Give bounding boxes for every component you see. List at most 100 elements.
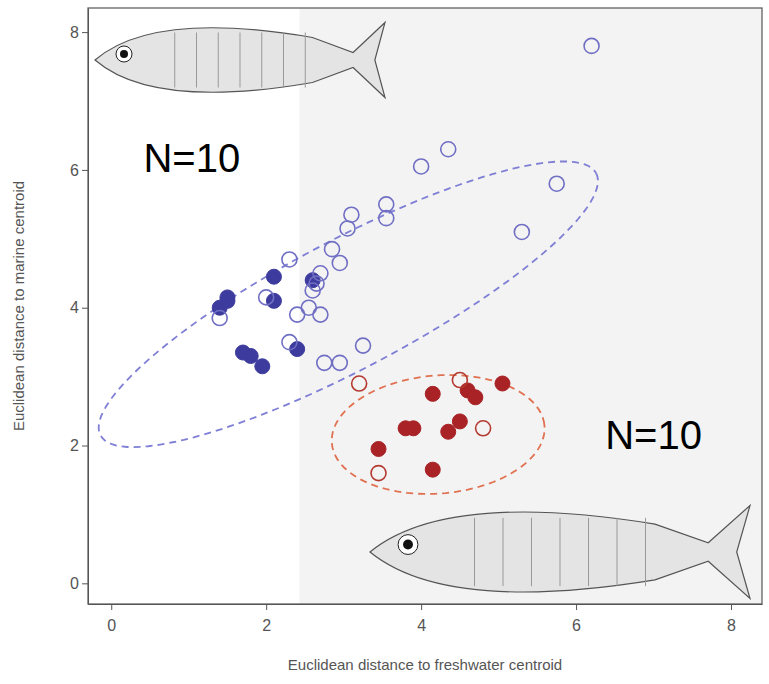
point	[495, 376, 510, 391]
tick-mark	[576, 604, 577, 610]
tick: 2	[262, 604, 271, 634]
tick: 6	[572, 604, 581, 634]
tick-label: 6	[572, 617, 581, 634]
tick-label: 2	[262, 617, 271, 634]
point	[352, 376, 367, 391]
point	[441, 424, 456, 439]
fish-stripe	[531, 518, 532, 586]
point	[266, 269, 281, 284]
point	[371, 441, 386, 456]
fish-stripe	[474, 518, 475, 586]
fish-stripe	[617, 518, 618, 586]
point	[313, 307, 328, 322]
tick-mark	[111, 604, 112, 610]
fish-body	[95, 23, 385, 98]
tick-label: 2	[70, 437, 79, 454]
fish-stripe	[261, 33, 262, 88]
fish-illustration	[95, 23, 385, 98]
tick: 2	[70, 437, 88, 454]
plot-area	[95, 8, 762, 604]
tick-mark	[82, 170, 88, 171]
axis-line	[88, 9, 89, 605]
tick-mark	[731, 604, 732, 610]
point	[259, 290, 274, 305]
fish-stripe	[560, 518, 561, 586]
point	[549, 176, 564, 191]
fish-stripe	[588, 518, 589, 586]
point	[255, 359, 270, 374]
tick: 8	[70, 24, 88, 41]
tick-mark	[421, 604, 422, 610]
x-axis: 0 2 4 6 8	[89, 604, 763, 634]
tick-mark	[82, 583, 88, 584]
tick: 6	[70, 162, 88, 179]
point	[414, 159, 429, 174]
point	[282, 335, 297, 350]
shaded-region	[299, 8, 762, 604]
tick-label: 8	[727, 617, 736, 634]
y-axis: 0 2 4 6 8	[70, 9, 88, 605]
tick-label: 8	[70, 24, 79, 41]
point	[340, 221, 355, 236]
point	[332, 255, 347, 270]
tick: 4	[70, 299, 88, 316]
fish-stripe	[305, 33, 306, 88]
point	[344, 207, 359, 222]
fish-stripe	[196, 33, 197, 88]
plot-frame	[88, 8, 762, 604]
fish-eye	[398, 535, 418, 555]
tick-label: 4	[70, 299, 79, 316]
fish-stripe	[174, 33, 175, 88]
fish-stripe	[283, 33, 284, 88]
point	[425, 462, 440, 477]
fish-stripe	[645, 518, 646, 586]
y-axis-title: Euclidean distance to marine centroid	[10, 181, 27, 431]
point	[371, 466, 386, 481]
tick: 8	[727, 604, 736, 634]
tick: 0	[70, 575, 88, 592]
tick-label: 6	[70, 162, 79, 179]
fish-stripe	[240, 33, 241, 88]
point	[243, 348, 258, 363]
point	[325, 242, 340, 257]
point	[282, 252, 297, 267]
annotation: N=10	[605, 413, 702, 457]
tick-mark	[266, 604, 267, 610]
point	[379, 211, 394, 226]
point	[468, 390, 483, 405]
tick-mark	[82, 446, 88, 447]
confidence-ellipse	[332, 375, 545, 494]
tick-mark	[82, 308, 88, 309]
annotation: N=10	[143, 136, 240, 180]
point	[452, 414, 467, 429]
fish-pupil	[120, 50, 128, 58]
point	[317, 355, 332, 370]
point	[452, 373, 467, 388]
x-axis-title: Euclidean distance to freshwater centroi…	[288, 656, 562, 673]
point	[476, 421, 491, 436]
point	[379, 197, 394, 212]
point	[220, 290, 235, 305]
point	[212, 311, 227, 326]
point	[313, 266, 328, 281]
tick-label: 4	[417, 617, 426, 634]
point	[356, 338, 371, 353]
point	[584, 38, 599, 53]
point	[425, 386, 440, 401]
point	[309, 276, 324, 291]
axis-line	[89, 604, 763, 605]
tick-mark	[82, 32, 88, 33]
confidence-ellipse	[99, 161, 598, 447]
fish-pupil	[403, 540, 413, 550]
point	[514, 224, 529, 239]
fish-stripe	[503, 518, 504, 586]
point	[301, 300, 316, 315]
tick-label: 0	[70, 575, 79, 592]
tick-label: 0	[107, 617, 116, 634]
chart: 0 2 4 6 8 0 2 4 6 8 Euclidean distance to freshwat…	[0, 0, 769, 684]
fish-stripe	[218, 33, 219, 88]
point	[290, 307, 305, 322]
point	[332, 355, 347, 370]
tick: 0	[107, 604, 116, 634]
point	[406, 421, 421, 436]
